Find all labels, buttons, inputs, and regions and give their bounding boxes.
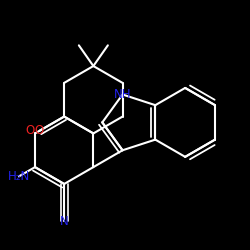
Text: N: N — [60, 214, 68, 228]
Text: O: O — [35, 124, 44, 138]
Text: O: O — [25, 124, 34, 137]
Text: H₂N: H₂N — [8, 170, 30, 183]
Text: NH: NH — [114, 88, 131, 101]
